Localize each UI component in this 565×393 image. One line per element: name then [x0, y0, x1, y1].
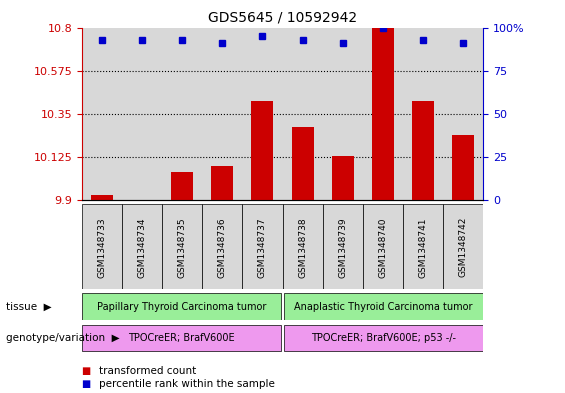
Text: transformed count: transformed count	[99, 366, 196, 376]
Text: TPOCreER; BrafV600E: TPOCreER; BrafV600E	[128, 333, 234, 343]
Bar	[242, 204, 282, 289]
Bar	[82, 293, 281, 320]
Text: GSM1348736: GSM1348736	[218, 217, 227, 278]
Bar	[403, 204, 443, 289]
Bar	[122, 28, 162, 200]
Text: GSM1348734: GSM1348734	[138, 217, 146, 277]
Text: genotype/variation  ▶: genotype/variation ▶	[6, 333, 119, 343]
Text: tissue  ▶: tissue ▶	[6, 301, 51, 312]
Text: ■: ■	[82, 379, 94, 389]
Bar	[284, 293, 483, 320]
Bar	[282, 28, 323, 200]
Bar	[82, 204, 122, 289]
Bar	[412, 101, 434, 200]
Text: GSM1348740: GSM1348740	[379, 217, 387, 277]
Bar	[332, 156, 354, 200]
Text: GSM1348735: GSM1348735	[178, 217, 186, 278]
Text: GSM1348739: GSM1348739	[338, 217, 347, 278]
Bar	[91, 195, 113, 200]
Text: percentile rank within the sample: percentile rank within the sample	[99, 379, 275, 389]
Bar	[363, 204, 403, 289]
Bar	[284, 325, 483, 351]
Bar	[363, 28, 403, 200]
Text: GSM1348742: GSM1348742	[459, 217, 467, 277]
Text: GSM1348738: GSM1348738	[298, 217, 307, 278]
Bar	[323, 28, 363, 200]
Bar	[82, 325, 281, 351]
Bar	[452, 135, 474, 200]
Text: GSM1348733: GSM1348733	[98, 217, 106, 278]
Bar	[242, 28, 282, 200]
Bar	[443, 28, 483, 200]
Bar	[403, 28, 443, 200]
Bar	[162, 28, 202, 200]
Bar	[202, 28, 242, 200]
Text: GSM1348741: GSM1348741	[419, 217, 427, 277]
Text: ■: ■	[82, 366, 94, 376]
Text: Papillary Thyroid Carcinoma tumor: Papillary Thyroid Carcinoma tumor	[97, 301, 266, 312]
Text: TPOCreER; BrafV600E; p53 -/-: TPOCreER; BrafV600E; p53 -/-	[311, 333, 456, 343]
Bar	[443, 204, 483, 289]
Text: Anaplastic Thyroid Carcinoma tumor: Anaplastic Thyroid Carcinoma tumor	[294, 301, 473, 312]
Bar	[372, 28, 394, 200]
Bar	[202, 204, 242, 289]
Bar	[171, 172, 193, 200]
Bar	[122, 204, 162, 289]
Bar	[82, 28, 122, 200]
Bar	[323, 204, 363, 289]
Bar	[292, 127, 314, 200]
Bar	[211, 166, 233, 200]
Title: GDS5645 / 10592942: GDS5645 / 10592942	[208, 11, 357, 25]
Bar	[282, 204, 323, 289]
Bar	[162, 204, 202, 289]
Bar	[251, 101, 273, 200]
Text: GSM1348737: GSM1348737	[258, 217, 267, 278]
